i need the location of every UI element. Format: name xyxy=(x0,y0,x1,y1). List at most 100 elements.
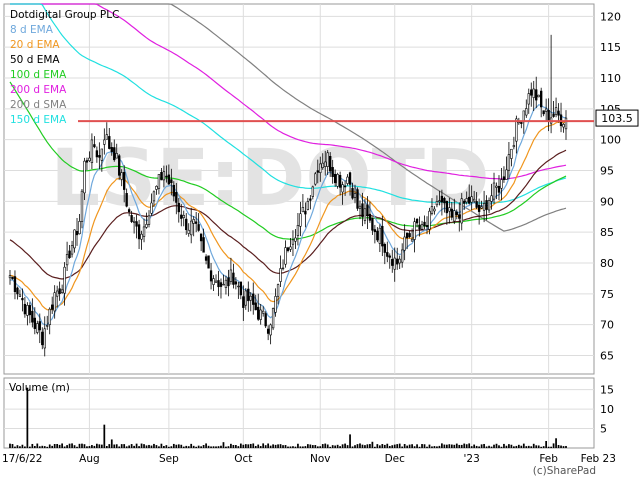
volume-bar xyxy=(19,446,21,448)
candle-body xyxy=(93,144,96,148)
ema-200-line xyxy=(10,3,567,180)
candle-body xyxy=(455,211,458,216)
volume-bar xyxy=(480,444,483,448)
candle-body xyxy=(165,175,168,178)
volume-bar xyxy=(78,443,81,448)
volume-bar xyxy=(247,444,250,448)
volume-bar xyxy=(292,446,294,448)
candle-body xyxy=(31,310,34,323)
volume-bar xyxy=(190,443,193,448)
volume-bar xyxy=(61,443,63,448)
candle-body xyxy=(28,305,32,316)
price-tick-label: 110 xyxy=(600,72,621,85)
candle-body xyxy=(187,229,190,234)
candle-body xyxy=(465,198,468,203)
volume-bar xyxy=(284,445,287,448)
candle-body xyxy=(266,328,270,334)
volume-bar xyxy=(76,446,78,448)
volume-bar xyxy=(562,446,565,448)
candle-body xyxy=(100,148,104,161)
candle-body xyxy=(244,290,247,306)
volume-bar xyxy=(11,444,14,448)
volume-bar xyxy=(535,445,538,448)
candle-body xyxy=(75,231,79,236)
volume-bar xyxy=(56,443,59,448)
volume-bar xyxy=(277,444,279,448)
candle-body xyxy=(381,225,384,247)
volume-bar xyxy=(210,446,212,448)
volume-bar xyxy=(235,445,237,448)
volume-bar xyxy=(145,445,148,448)
volume-bar xyxy=(128,445,131,448)
candle-body xyxy=(393,257,396,270)
volume-bar xyxy=(158,446,160,448)
candle-body xyxy=(564,117,568,130)
volume-bar xyxy=(26,387,29,448)
volume-bar xyxy=(163,445,165,448)
candle-body xyxy=(70,245,74,255)
volume-bar xyxy=(532,443,535,448)
candle-body xyxy=(247,288,250,302)
candle-body xyxy=(140,233,143,240)
volume-bar xyxy=(339,446,341,448)
volume-bar xyxy=(232,444,235,448)
volume-bar xyxy=(202,445,205,448)
volume-bar xyxy=(9,443,11,448)
candle-body xyxy=(371,217,374,231)
volume-bar xyxy=(160,443,163,448)
volume-bar xyxy=(381,444,384,448)
candle-body xyxy=(333,173,337,184)
volume-bar xyxy=(167,446,170,448)
volume-bar xyxy=(391,445,394,448)
candle-body xyxy=(299,213,302,227)
candle-body xyxy=(535,89,538,101)
volume-bar xyxy=(195,446,198,448)
volume-bar xyxy=(58,444,61,448)
volume-bar xyxy=(187,446,190,448)
candle-body xyxy=(276,284,280,297)
volume-tick-label: 5 xyxy=(600,423,607,436)
volume-bar xyxy=(530,446,533,448)
candle-body xyxy=(398,258,401,264)
volume-bar xyxy=(550,446,552,448)
volume-grid xyxy=(4,389,594,430)
candle-body xyxy=(147,215,151,225)
candle-body xyxy=(428,210,431,230)
candle-body xyxy=(192,219,195,224)
candle-body xyxy=(33,317,36,329)
volume-bar xyxy=(153,443,155,448)
volume-bar xyxy=(398,443,401,448)
candle-body xyxy=(540,90,543,108)
candle-body xyxy=(403,236,406,251)
volume-bar xyxy=(525,446,528,448)
volume-bar xyxy=(542,446,545,448)
volume-bar xyxy=(63,446,66,448)
volume-bar xyxy=(272,444,274,448)
volume-bar xyxy=(354,445,356,448)
volume-label: Volume (m) xyxy=(9,382,70,394)
candle-body xyxy=(160,172,163,181)
candle-body xyxy=(239,281,243,296)
price-tick-label: 85 xyxy=(600,226,614,239)
candle-body xyxy=(363,208,367,221)
candle-body xyxy=(127,209,131,213)
volume-bar xyxy=(227,446,230,448)
volume-tick-label: 10 xyxy=(600,403,614,416)
candle-body xyxy=(435,201,439,206)
legend-entry: 8 d EMA xyxy=(10,24,54,36)
candle-body xyxy=(358,205,362,209)
candle-body xyxy=(53,292,56,312)
candle-body xyxy=(190,220,193,236)
volume-bar xyxy=(460,444,463,448)
candle-body xyxy=(252,293,255,305)
candle-body xyxy=(199,233,203,242)
volume-bar xyxy=(513,446,515,448)
volume-bar xyxy=(331,445,334,448)
volume-bar xyxy=(182,446,185,448)
candle-body xyxy=(306,201,310,210)
volume-bar xyxy=(207,445,210,448)
candle-body xyxy=(135,221,138,227)
candle-body xyxy=(477,204,481,212)
candle-body xyxy=(16,287,19,295)
